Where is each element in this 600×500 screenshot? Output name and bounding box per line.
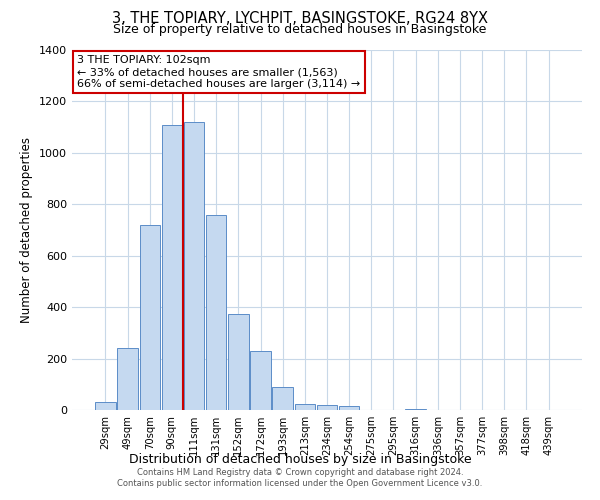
Bar <box>161 124 182 410</box>
Bar <box>184 122 204 410</box>
Text: Distribution of detached houses by size in Basingstoke: Distribution of detached houses by size … <box>128 452 472 466</box>
Bar <box>206 214 226 410</box>
Bar <box>272 387 293 410</box>
Bar <box>140 225 160 410</box>
Text: 3, THE TOPIARY, LYCHPIT, BASINGSTOKE, RG24 8YX: 3, THE TOPIARY, LYCHPIT, BASINGSTOKE, RG… <box>112 11 488 26</box>
Bar <box>317 406 337 410</box>
Bar <box>95 402 116 410</box>
Text: Contains HM Land Registry data © Crown copyright and database right 2024.
Contai: Contains HM Land Registry data © Crown c… <box>118 468 482 487</box>
Text: Size of property relative to detached houses in Basingstoke: Size of property relative to detached ho… <box>113 22 487 36</box>
Bar <box>339 406 359 410</box>
Bar <box>295 404 315 410</box>
Bar <box>250 351 271 410</box>
Bar <box>228 314 248 410</box>
Bar <box>406 408 426 410</box>
Text: 3 THE TOPIARY: 102sqm
← 33% of detached houses are smaller (1,563)
66% of semi-d: 3 THE TOPIARY: 102sqm ← 33% of detached … <box>77 56 361 88</box>
Bar <box>118 348 138 410</box>
Y-axis label: Number of detached properties: Number of detached properties <box>20 137 34 323</box>
